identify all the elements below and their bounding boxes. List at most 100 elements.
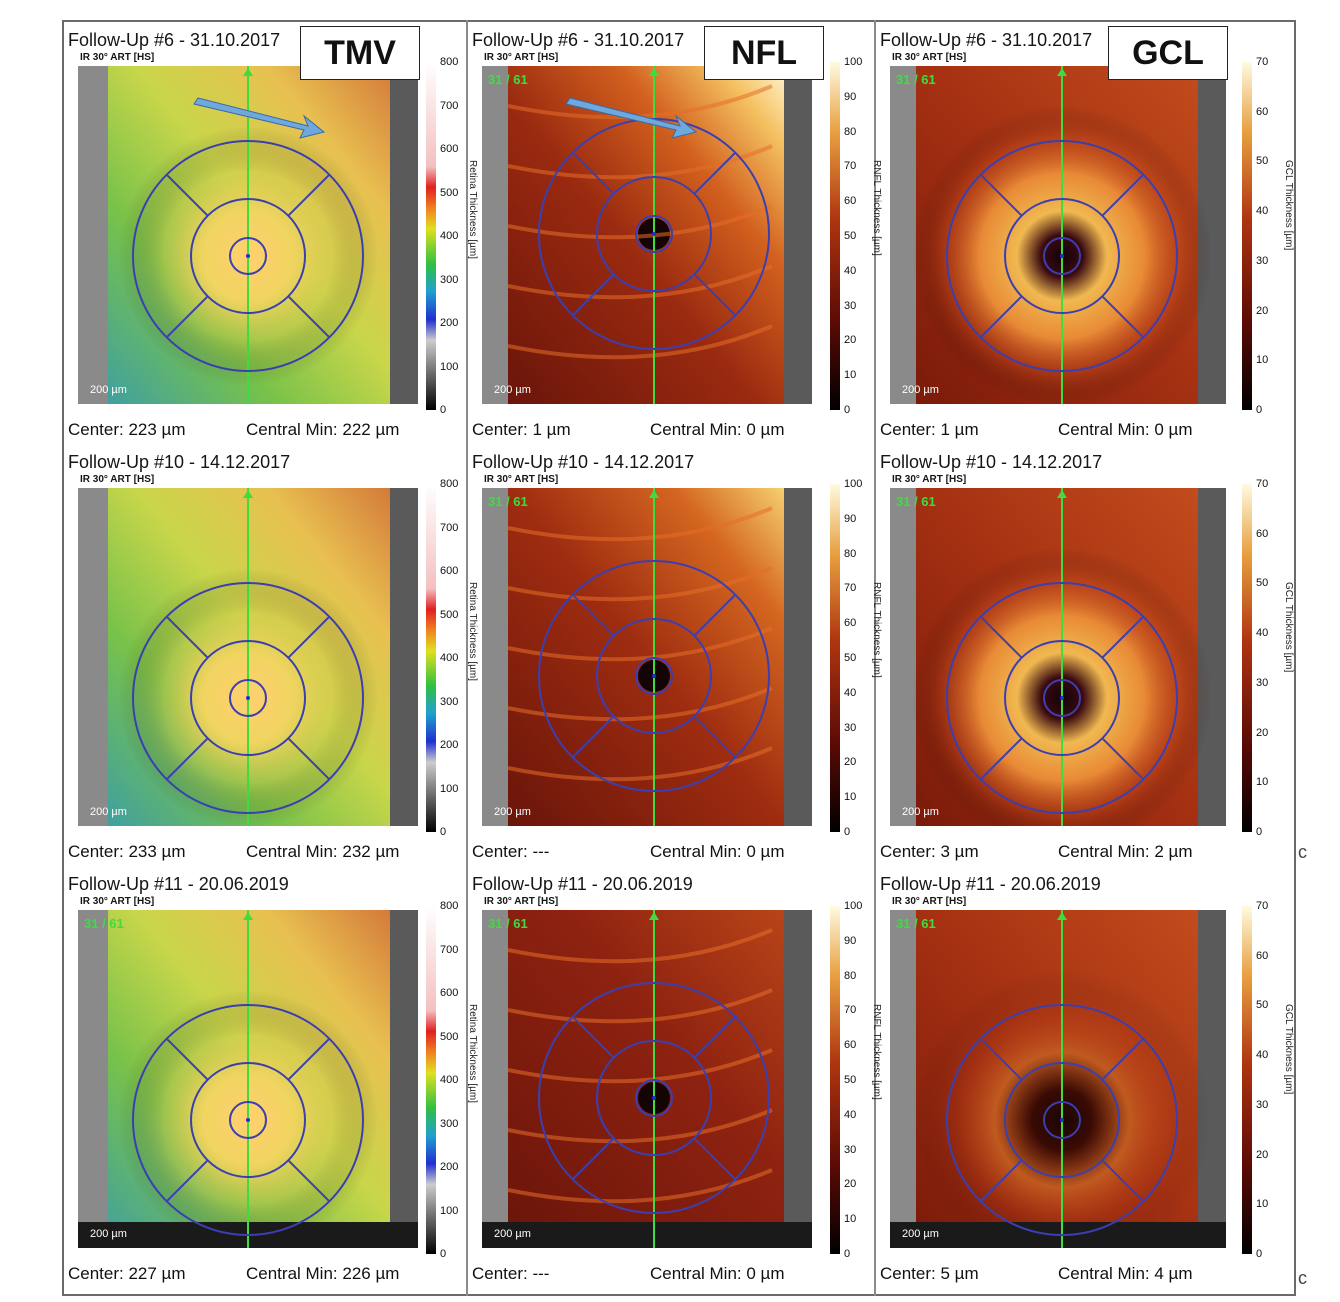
color-scale-tick: 50 <box>844 1074 857 1086</box>
oct-panel-gcl-2: Follow-Up #10 - 14.12.2017 IR 30° ART [HS… <box>880 452 1294 870</box>
color-scale-tick: 60 <box>844 195 857 208</box>
color-scale-tick: 100 <box>844 56 863 68</box>
color-scale-tick: 80 <box>844 969 857 982</box>
thickness-map: 31 / 61 200 µm <box>482 488 812 826</box>
color-scale-tick: 0 <box>440 1248 447 1260</box>
thickness-map: 200 µm <box>78 66 418 404</box>
column-divider <box>466 20 468 1296</box>
scale-bar-label: 200 µm <box>90 384 127 396</box>
color-scale-ticks: 70 60 50 40 30 20 10 0 <box>1256 478 1286 838</box>
color-scale-ticks: 100 90 80 70 60 50 40 30 20 10 0 <box>844 478 874 838</box>
color-scale-bar <box>426 906 436 1259</box>
oct-panel-gcl-3: Follow-Up #11 - 20.06.2019 IR 30° ART [HS… <box>880 874 1294 1292</box>
center-thickness: Center: 5 µm <box>880 1264 979 1283</box>
panel-subtitle: IR 30° ART [HS] <box>892 474 967 485</box>
color-scale-ticks: 70 60 50 40 30 20 10 0 <box>1256 56 1286 416</box>
panel-title: Follow-Up #11 - 20.06.2019 <box>880 874 1101 894</box>
color-scale-tick: 300 <box>440 273 459 286</box>
color-scale-bar <box>426 62 436 415</box>
center-thickness: Center: 223 µm <box>68 420 186 439</box>
color-scale-tick: 0 <box>844 404 851 416</box>
panel-title: Follow-Up #10 - 14.12.2017 <box>68 452 291 472</box>
color-scale-tick: 30 <box>1256 254 1269 267</box>
color-scale-tick: 30 <box>844 721 857 734</box>
color-scale-tick: 0 <box>1256 1248 1263 1260</box>
central-min-thickness: Central Min: 222 µm <box>246 420 400 439</box>
color-scale-tick: 0 <box>440 404 447 416</box>
color-scale-tick: 10 <box>844 369 857 382</box>
color-scale-tick: 60 <box>844 617 857 630</box>
color-scale-bar <box>426 484 436 837</box>
color-scale-tick: 200 <box>440 1161 459 1173</box>
color-scale-tick: 30 <box>844 299 857 312</box>
color-scale-tick: 700 <box>440 99 459 112</box>
color-scale-ticks: 100 90 80 70 60 50 40 30 20 10 0 <box>844 900 874 1260</box>
central-min-thickness: Central Min: 4 µm <box>1058 1264 1193 1283</box>
panel-title: Follow-Up #6 - 31.10.2017 <box>880 30 1093 50</box>
color-scale-tick: 80 <box>844 547 857 560</box>
color-scale-tick: 700 <box>440 943 459 956</box>
color-scale-tick: 70 <box>1256 478 1269 490</box>
thickness-map-image <box>78 66 418 404</box>
oct-panel-nfl-2: Follow-Up #10 - 14.12.2017 IR 30° ART [HS… <box>472 452 882 870</box>
column-divider <box>874 20 876 1296</box>
scale-bar-label: 200 µm <box>494 1228 531 1240</box>
color-scale-tick: 50 <box>844 652 857 664</box>
center-thickness: Center: 1 µm <box>880 420 979 439</box>
panel-title: Follow-Up #6 - 31.10.2017 <box>472 30 685 50</box>
panel-title: Follow-Up #10 - 14.12.2017 <box>472 452 695 472</box>
center-thickness: Center: 1 µm <box>472 420 571 439</box>
color-scale-tick: 500 <box>440 186 459 199</box>
color-scale-tick: 10 <box>1256 1198 1269 1211</box>
color-scale-tick: 500 <box>440 1030 459 1043</box>
color-scale-ticks: 800 700 600 500 400 300 200 100 0 <box>440 478 470 838</box>
color-scale-tick: 10 <box>844 791 857 804</box>
color-scale-tick: 40 <box>1256 205 1269 218</box>
color-scale-tick: 0 <box>1256 826 1263 838</box>
color-scale-tick: 40 <box>844 686 857 699</box>
color-scale-tick: 50 <box>1256 577 1269 590</box>
crop-mark: c <box>1298 842 1307 862</box>
color-scale-tick: 0 <box>1256 404 1263 416</box>
color-scale-tick: 30 <box>844 1143 857 1156</box>
color-scale-tick: 100 <box>440 1204 459 1217</box>
layer-badge-gcl: GCL <box>1108 26 1228 80</box>
color-scale-tick: 100 <box>440 360 459 373</box>
thickness-map: 31 / 61 200 µm <box>890 910 1226 1248</box>
color-scale-tick: 10 <box>1256 354 1269 367</box>
thickness-map: 31 / 61 200 µm <box>482 66 812 404</box>
color-scale-tick: 20 <box>844 334 857 347</box>
color-scale-tick: 0 <box>844 1248 851 1260</box>
annotation-arrow-icon <box>193 97 326 139</box>
central-min-thickness: Central Min: 0 µm <box>650 842 785 861</box>
panel-title: Follow-Up #10 - 14.12.2017 <box>880 452 1103 472</box>
color-scale-tick: 40 <box>844 1108 857 1121</box>
color-scale-tick: 300 <box>440 1117 459 1130</box>
color-scale-tick: 70 <box>844 160 857 173</box>
color-scale-tick: 20 <box>844 1178 857 1191</box>
central-min-thickness: Central Min: 0 µm <box>650 420 785 439</box>
central-min-thickness: Central Min: 0 µm <box>650 1264 785 1283</box>
color-scale-tick: 800 <box>440 478 459 490</box>
thickness-map: 31 / 61 200 µm <box>482 910 812 1248</box>
color-scale-tick: 40 <box>1256 627 1269 640</box>
color-scale-tick: 800 <box>440 900 459 912</box>
scale-bar-label: 200 µm <box>902 384 939 396</box>
scan-index: 31 / 61 <box>488 916 528 931</box>
color-scale-tick: 600 <box>440 565 459 577</box>
layer-badge-nfl: NFL <box>704 26 824 80</box>
color-scale-tick: 100 <box>844 478 863 490</box>
color-scale-ticks: 800 700 600 500 400 300 200 100 0 <box>440 56 470 416</box>
central-min-thickness: Central Min: 232 µm <box>246 842 400 861</box>
oct-panel-tmv-3: Follow-Up #11 - 20.06.2019 IR 30° ART [HS… <box>68 874 478 1292</box>
color-scale-ticks: 70 60 50 40 30 20 10 0 <box>1256 900 1286 1260</box>
oct-panel-nfl-3: Follow-Up #11 - 20.06.2019 IR 30° ART [HS… <box>472 874 882 1292</box>
color-scale-tick: 70 <box>1256 56 1269 68</box>
panel-subtitle: IR 30° ART [HS] <box>892 896 967 907</box>
thickness-map-image <box>482 66 812 404</box>
color-scale-tick: 90 <box>844 512 857 525</box>
color-scale-tick: 800 <box>440 56 459 68</box>
color-scale-tick: 500 <box>440 608 459 621</box>
color-scale-axis-label: GCL Thickness [µm] <box>1283 582 1294 673</box>
scan-index: 31 / 61 <box>896 72 936 87</box>
